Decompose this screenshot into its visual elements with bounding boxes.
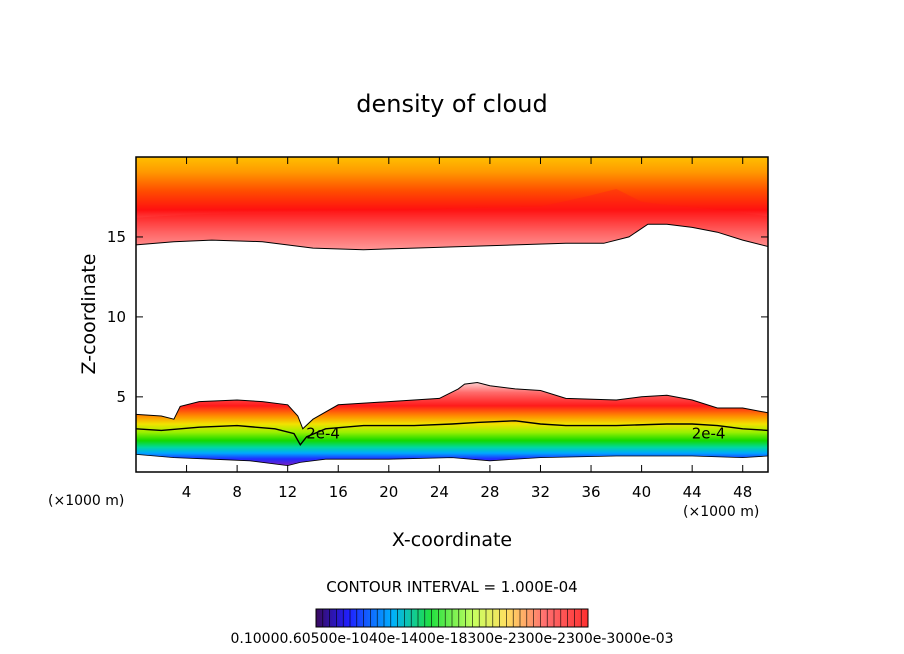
y-axis-ticks: 5 10 15 <box>107 228 768 406</box>
lower-layer-base-line <box>136 454 768 467</box>
upper-layer-contour-line <box>136 223 768 251</box>
x-tick-label: 8 <box>232 483 242 501</box>
contour-label: 2e-4 <box>692 425 726 443</box>
plot-data-area <box>136 157 768 467</box>
y-tick-label: 10 <box>107 308 126 326</box>
x-unit-left: (×1000 m) <box>48 493 124 509</box>
contour-interval-text: CONTOUR INTERVAL = 1.000E-04 <box>326 578 577 596</box>
x-axis-ticks: 4 8 12 16 20 24 28 32 36 40 44 48 <box>182 157 752 501</box>
plot-frame <box>135 156 769 473</box>
x-unit-right: (×1000 m) <box>683 504 759 520</box>
x-tick-label: 36 <box>581 483 600 501</box>
y-tick-label: 5 <box>116 388 126 406</box>
y-axis-label: Z-coordinate <box>78 254 100 375</box>
x-tick-label: 32 <box>531 483 550 501</box>
x-tick-label: 40 <box>632 483 651 501</box>
upper-cloud-core <box>136 189 768 250</box>
x-tick-label: 20 <box>379 483 398 501</box>
x-tick-label: 16 <box>329 483 348 501</box>
colorbar-tick-labels: 0.10000.60500e-1040e-1400e-18300e-2300e-… <box>230 631 673 647</box>
chart-title: density of cloud <box>356 90 547 118</box>
x-tick-label: 28 <box>480 483 499 501</box>
x-tick-label: 44 <box>683 483 702 501</box>
contour-line-2e-4 <box>136 420 768 447</box>
x-tick-label: 24 <box>430 483 449 501</box>
upper-cloud-layer <box>136 157 768 250</box>
y-tick-label: 15 <box>107 228 126 246</box>
x-axis-label: X-coordinate <box>392 529 512 551</box>
x-tick-label: 48 <box>733 483 752 501</box>
x-tick-label: 12 <box>278 483 297 501</box>
x-tick-label: 4 <box>182 483 192 501</box>
lower-layer-contour-line <box>136 381 768 430</box>
contour-label: 2e-4 <box>306 425 340 443</box>
colorbar-segments <box>322 609 582 627</box>
